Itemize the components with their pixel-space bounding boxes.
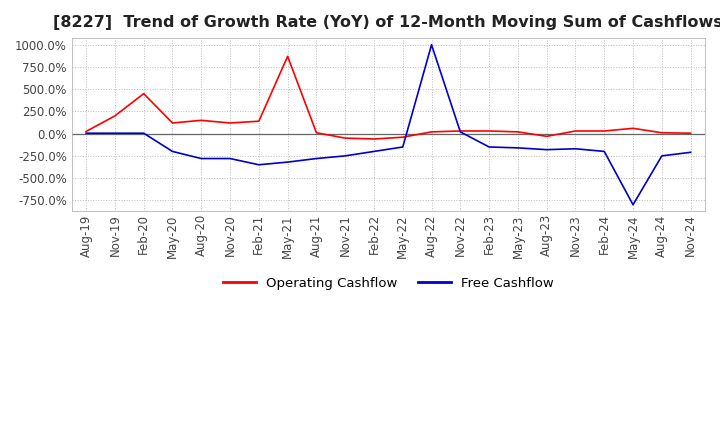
Legend: Operating Cashflow, Free Cashflow: Operating Cashflow, Free Cashflow <box>217 271 559 295</box>
Title: [8227]  Trend of Growth Rate (YoY) of 12-Month Moving Sum of Cashflows: [8227] Trend of Growth Rate (YoY) of 12-… <box>53 15 720 30</box>
